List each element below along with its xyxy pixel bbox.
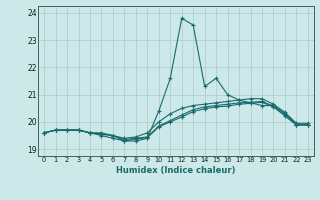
X-axis label: Humidex (Indice chaleur): Humidex (Indice chaleur) [116,166,236,175]
